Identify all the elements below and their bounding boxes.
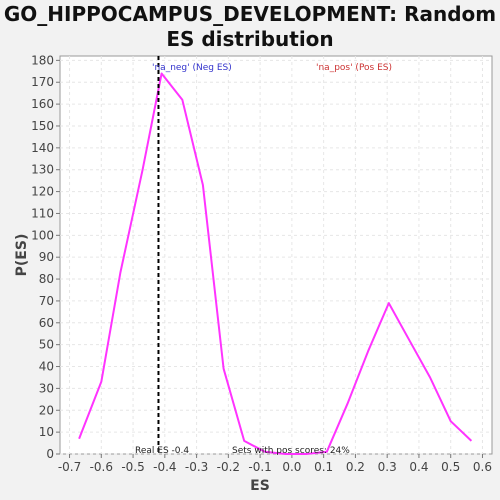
- plot-area: [59, 55, 493, 455]
- series-line: [78, 72, 473, 455]
- x-tick-label: 0.0: [282, 460, 301, 474]
- y-tick-label: 90: [39, 250, 54, 264]
- x-tick-label: -0.3: [185, 460, 208, 474]
- grid: [60, 56, 492, 455]
- y-tick-label: 140: [31, 141, 54, 155]
- x-tick-label: -0.6: [90, 460, 113, 474]
- y-tick-label: 40: [39, 360, 54, 374]
- y-tick-label: 0: [46, 447, 54, 461]
- x-tick-label: -0.2: [217, 460, 240, 474]
- y-tick-label: 10: [39, 425, 54, 439]
- y-tick-label: 70: [39, 294, 54, 308]
- series-layer: [78, 72, 473, 455]
- x-tick-label: -0.1: [248, 460, 271, 474]
- real-es-label: Real ES -0.4: [135, 446, 189, 456]
- x-tick-label: 0.4: [409, 460, 428, 474]
- y-tick-label: 100: [31, 228, 54, 242]
- x-tick-label: 0.1: [314, 460, 333, 474]
- x-tick-label: -0.4: [153, 460, 176, 474]
- legend-pos: 'na_pos' (Pos ES): [316, 63, 392, 73]
- y-tick-label: 110: [31, 206, 54, 220]
- legend-neg: 'na_neg' (Neg ES): [152, 63, 232, 73]
- x-tick-label: -0.5: [121, 460, 144, 474]
- pos-scores-label: Sets with pos scores: 24%: [232, 446, 350, 456]
- y-tick-label: 50: [39, 338, 54, 352]
- y-tick-label: 160: [31, 97, 54, 111]
- y-tick-label: 130: [31, 163, 54, 177]
- y-tick-label: 180: [31, 53, 54, 67]
- x-tick-label: 0.2: [346, 460, 365, 474]
- y-tick-label: 150: [31, 119, 54, 133]
- y-tick-label: 20: [39, 403, 54, 417]
- x-tick-label: 0.6: [473, 460, 492, 474]
- y-tick-label: 60: [39, 316, 54, 330]
- x-axis-label: ES: [250, 478, 270, 494]
- y-tick-label: 30: [39, 381, 54, 395]
- y-tick-label: 170: [31, 75, 54, 89]
- x-tick-label: -0.7: [58, 460, 81, 474]
- x-tick-label: 0.3: [378, 460, 397, 474]
- y-axis-label: P(ES): [14, 234, 30, 277]
- y-tick-label: 80: [39, 272, 54, 286]
- chart-title: GO_HIPPOCAMPUS_DEVELOPMENT: Random ES di…: [3, 2, 497, 51]
- y-tick-label: 120: [31, 185, 54, 199]
- axes: 0 10 20 30 40 50 60 70 80 90 100 110 120 130 140 150 160…: [31, 53, 492, 474]
- annotations: 'na_neg' (Neg ES) 'na_pos' (Pos ES) Real E…: [135, 56, 392, 456]
- x-tick-label: 0.5: [441, 460, 460, 474]
